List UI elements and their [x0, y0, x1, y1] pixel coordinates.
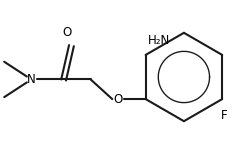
- Text: O: O: [62, 26, 72, 39]
- Text: N: N: [27, 73, 36, 86]
- Text: F: F: [221, 109, 228, 122]
- Text: O: O: [114, 93, 123, 106]
- Text: H₂N: H₂N: [148, 34, 170, 47]
